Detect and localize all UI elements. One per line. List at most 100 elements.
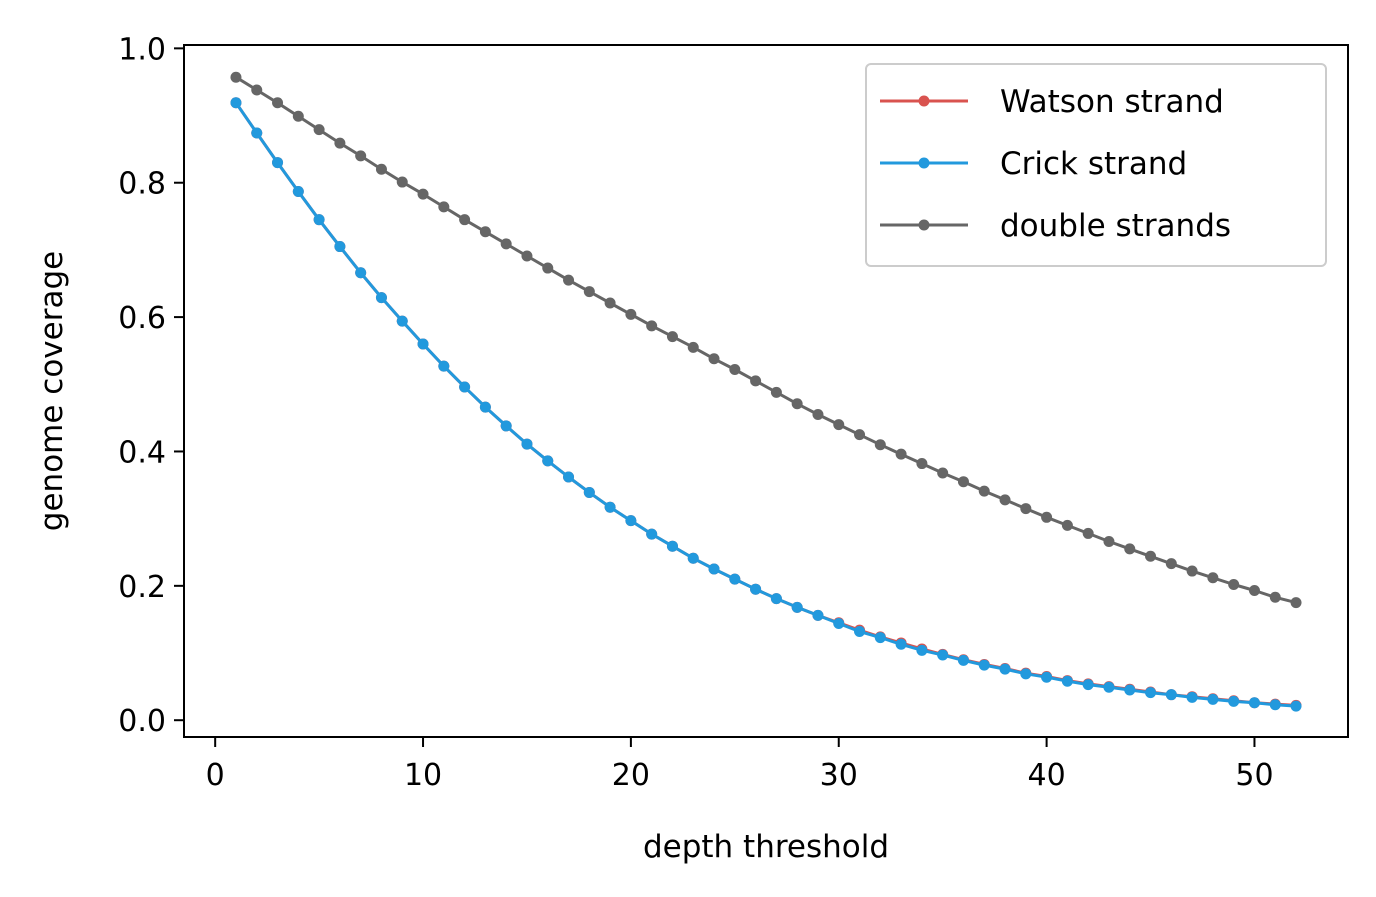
- data-point: [646, 320, 658, 332]
- data-point: [272, 157, 284, 169]
- data-point: [563, 274, 575, 286]
- legend-marker: [918, 157, 930, 169]
- data-point: [791, 398, 803, 410]
- data-point: [1186, 565, 1198, 577]
- data-point: [1103, 535, 1115, 547]
- series-line-crick-strand: [234, 101, 1297, 708]
- data-point: [895, 448, 907, 460]
- data-point: [542, 455, 554, 467]
- data-point: [583, 286, 595, 298]
- data-point: [521, 250, 533, 262]
- data-point: [687, 341, 699, 353]
- data-point: [1061, 675, 1073, 687]
- legend: Watson strand Crick strand double strands: [865, 63, 1327, 267]
- data-point: [1248, 585, 1260, 597]
- x-axis-label: depth threshold: [643, 829, 889, 865]
- data-point: [292, 110, 304, 122]
- data-point: [978, 659, 990, 671]
- data-point: [438, 201, 450, 213]
- data-point: [895, 638, 907, 650]
- data-point: [1228, 578, 1240, 590]
- data-point: [355, 150, 367, 162]
- data-point: [1165, 689, 1177, 701]
- data-point: [438, 360, 450, 372]
- axes: 0 10 20 30 40 50 0.0 0.2 0.4 0.6 0.8 1.0: [118, 32, 1273, 793]
- legend-item: double strands: [880, 208, 1231, 244]
- data-point: [687, 552, 699, 564]
- data-point: [1290, 597, 1302, 609]
- data-point: [1041, 511, 1053, 523]
- data-point: [1165, 558, 1177, 570]
- data-point: [1145, 687, 1157, 699]
- data-point: [251, 127, 263, 139]
- data-point: [812, 409, 824, 421]
- data-point: [833, 617, 845, 629]
- data-point: [375, 163, 387, 175]
- data-point: [708, 353, 720, 365]
- data-point: [1020, 668, 1032, 680]
- data-point: [666, 331, 678, 343]
- data-point: [1248, 697, 1260, 709]
- legend-label: Watson strand: [1000, 84, 1224, 120]
- y-tick-label: 0.2: [118, 570, 166, 605]
- data-point: [625, 308, 637, 320]
- legend-label: double strands: [1000, 208, 1231, 244]
- data-point: [396, 176, 408, 188]
- data-point: [1041, 671, 1053, 683]
- data-point: [459, 214, 471, 226]
- data-point: [230, 71, 242, 83]
- data-point: [812, 609, 824, 621]
- data-point: [750, 583, 762, 595]
- data-point: [770, 593, 782, 605]
- data-point: [479, 226, 491, 238]
- y-tick-label: 0.6: [118, 301, 166, 336]
- data-point: [1124, 684, 1136, 696]
- data-point: [1082, 679, 1094, 691]
- series-line-double-strands: [235, 75, 1297, 605]
- data-point: [417, 188, 429, 200]
- data-point: [1145, 550, 1157, 562]
- data-point: [957, 654, 969, 666]
- x-tick-label: 10: [404, 758, 442, 793]
- data-point: [542, 262, 554, 274]
- data-point: [375, 292, 387, 304]
- data-point: [874, 439, 886, 451]
- data-point: [957, 476, 969, 488]
- data-point: [604, 501, 616, 513]
- data-point: [563, 471, 575, 483]
- data-point: [916, 458, 928, 470]
- legend-item: Crick strand: [880, 146, 1187, 182]
- data-point: [1207, 693, 1219, 705]
- data-point: [500, 238, 512, 250]
- plot-area: [230, 71, 1302, 712]
- data-point: [854, 429, 866, 441]
- y-tick-label: 0.4: [118, 435, 166, 470]
- legend-marker: [918, 219, 930, 231]
- y-tick-label: 1.0: [118, 32, 166, 67]
- data-point: [272, 97, 284, 109]
- data-point: [916, 644, 928, 656]
- x-tick-label: 20: [612, 758, 650, 793]
- data-point: [417, 338, 429, 350]
- data-point: [1269, 591, 1281, 603]
- data-point: [791, 601, 803, 613]
- legend-label: Crick strand: [1000, 146, 1187, 182]
- data-point: [1269, 699, 1281, 711]
- series-double-strands: [230, 71, 1302, 609]
- data-point: [854, 626, 866, 638]
- data-point: [874, 632, 886, 644]
- legend-item: Watson strand: [880, 84, 1224, 120]
- data-point: [334, 241, 346, 253]
- data-point: [646, 528, 658, 540]
- data-point: [833, 419, 845, 431]
- y-tick-label: 0.0: [118, 704, 166, 739]
- x-tick-label: 50: [1235, 758, 1273, 793]
- data-point: [1207, 572, 1219, 584]
- data-point: [978, 485, 990, 497]
- data-point: [334, 137, 346, 149]
- data-point: [1290, 700, 1302, 712]
- data-point: [666, 540, 678, 552]
- data-point: [251, 84, 263, 96]
- data-point: [355, 267, 367, 279]
